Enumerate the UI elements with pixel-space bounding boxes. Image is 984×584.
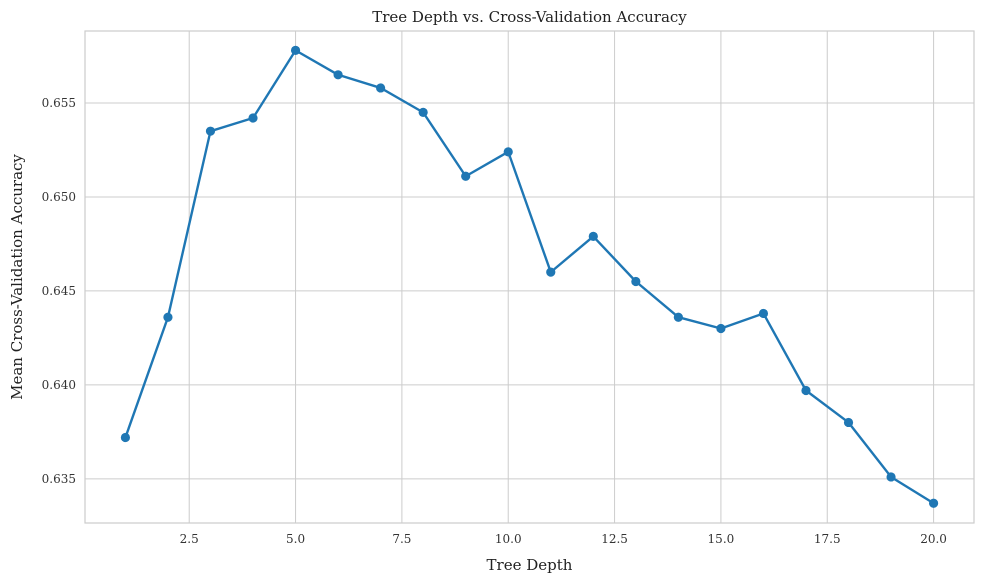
x-tick-label: 2.5	[180, 532, 199, 546]
data-point	[503, 147, 513, 157]
series-line	[124, 49, 935, 505]
data-point	[376, 83, 386, 93]
data-point	[290, 45, 301, 55]
data-point	[843, 417, 854, 428]
data-point	[758, 308, 769, 319]
data-point	[716, 323, 726, 334]
data-point	[928, 498, 939, 508]
data-point	[418, 107, 428, 117]
x-axis-label: Tree Depth	[487, 556, 573, 574]
y-tick-label: 0.640	[42, 378, 76, 392]
data-point	[546, 267, 556, 277]
grid-lines	[85, 31, 974, 523]
data-point	[801, 385, 811, 396]
data-point	[333, 70, 343, 80]
data-point	[163, 312, 173, 322]
data-point	[248, 113, 258, 123]
y-axis-label: Mean Cross-Validation Accuracy	[8, 154, 26, 400]
data-point	[631, 276, 641, 287]
x-tick-label: 15.0	[708, 532, 735, 546]
data-point	[673, 312, 683, 322]
x-tick-label: 7.5	[392, 532, 411, 546]
data-point	[461, 171, 471, 181]
chart-title: Tree Depth vs. Cross-Validation Accuracy	[372, 8, 687, 26]
tick-labels: 2.5 5.0 7.5 10.0 12.5 15.0 17.5 20.0 0.635 0.640 0…	[42, 96, 947, 546]
data-point	[205, 126, 216, 136]
x-tick-label: 17.5	[814, 532, 841, 546]
x-tick-label: 5.0	[286, 532, 305, 546]
plot-frame	[84, 30, 975, 524]
y-tick-label: 0.650	[42, 190, 76, 204]
data-point	[588, 231, 598, 242]
series-layer	[120, 45, 939, 508]
data-point	[120, 432, 131, 443]
y-tick-label: 0.655	[42, 96, 76, 110]
y-tick-label: 0.635	[42, 472, 76, 486]
x-tick-label: 20.0	[920, 532, 947, 546]
data-point	[886, 472, 896, 482]
x-tick-label: 12.5	[601, 532, 628, 546]
x-tick-label: 10.0	[495, 532, 522, 546]
y-tick-label: 0.645	[42, 284, 76, 298]
